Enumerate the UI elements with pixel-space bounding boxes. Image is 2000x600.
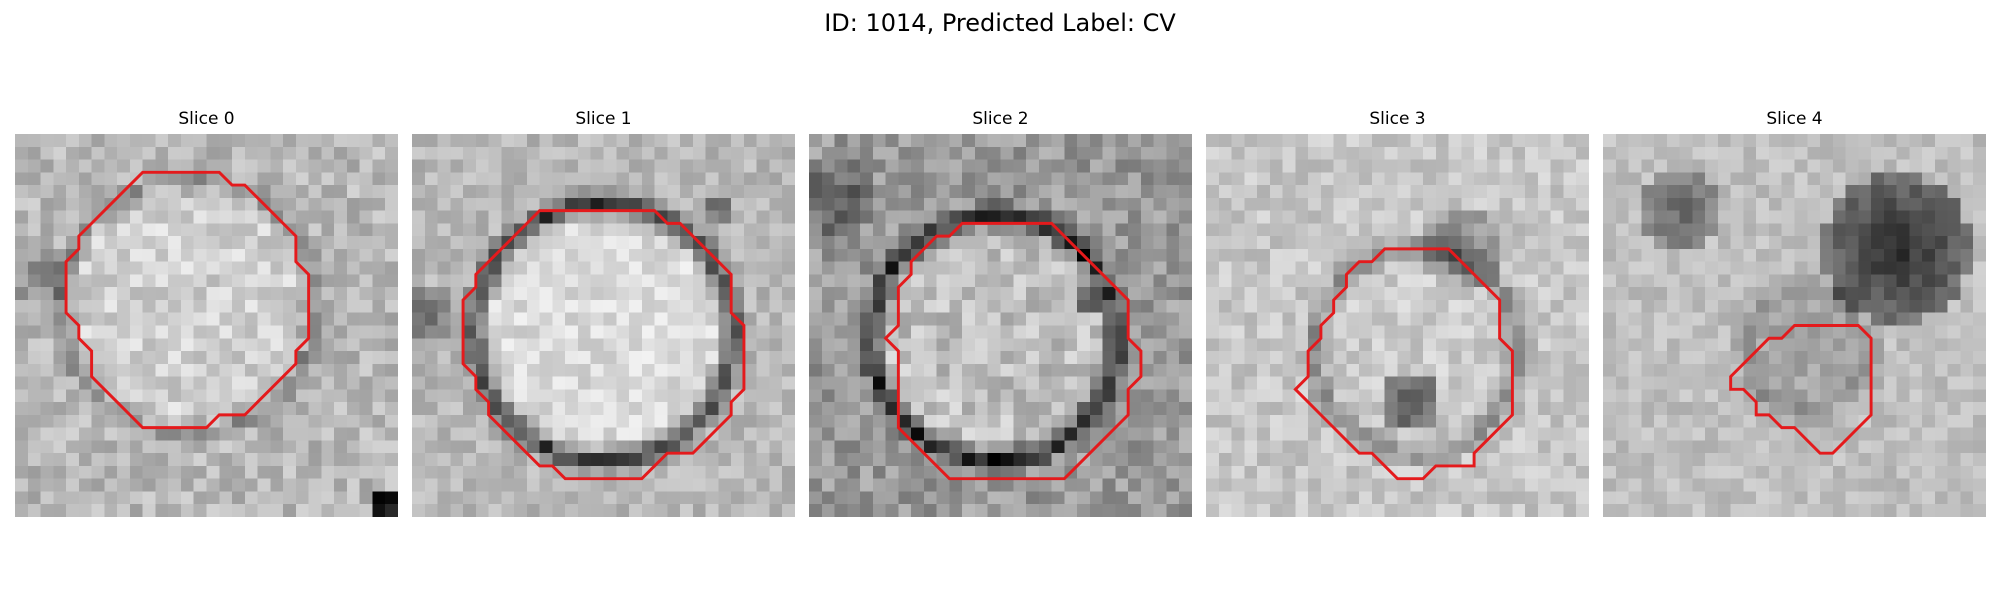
- slice-0-title: Slice 0: [178, 109, 235, 129]
- slice-0-image: [15, 134, 398, 517]
- slice-0-pixels: [15, 134, 398, 517]
- slice-2-pixels: [809, 134, 1192, 517]
- figure-title: ID: 1014, Predicted Label: CV: [824, 9, 1176, 37]
- slice-4-contour: [1729, 324, 1873, 455]
- slice-2-contour: [883, 221, 1143, 481]
- slice-1-title: Slice 1: [575, 109, 632, 129]
- slice-4-title: Slice 4: [1766, 109, 1823, 129]
- slice-2-image: [809, 134, 1192, 517]
- slice-3-pixels: [1206, 134, 1589, 517]
- slice-1-pixels: [412, 134, 795, 517]
- slice-2-title: Slice 2: [972, 109, 1029, 129]
- slice-3-title: Slice 3: [1369, 109, 1426, 129]
- slice-0-contour: [64, 170, 311, 430]
- slice-4-pixels: [1603, 134, 1986, 517]
- slice-3-contour: [1293, 247, 1514, 481]
- slice-1-image: [412, 134, 795, 517]
- slice-1-contour: [461, 209, 746, 481]
- slice-4-image: [1603, 134, 1986, 517]
- slice-3-image: [1206, 134, 1589, 517]
